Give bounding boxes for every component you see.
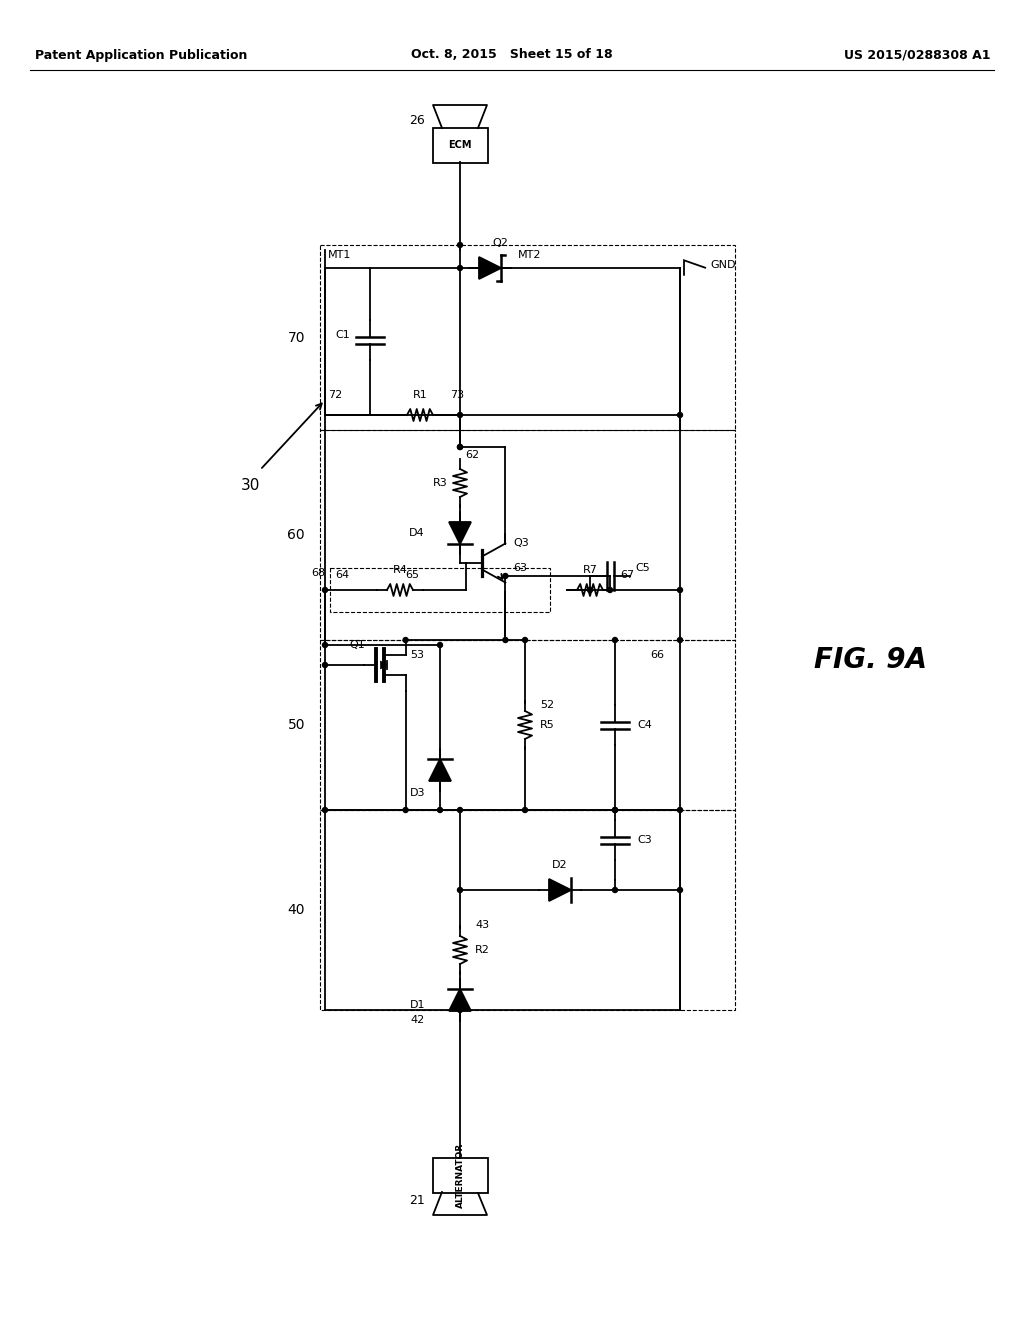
Text: R7: R7 xyxy=(583,565,597,576)
Text: R3: R3 xyxy=(433,478,449,488)
Circle shape xyxy=(522,638,527,643)
Text: MT2: MT2 xyxy=(518,249,542,260)
Text: D4: D4 xyxy=(410,528,425,539)
Bar xyxy=(319,810,735,1010)
Circle shape xyxy=(458,243,463,248)
Text: GND: GND xyxy=(710,260,735,271)
Circle shape xyxy=(458,412,463,417)
Circle shape xyxy=(678,638,683,643)
Text: 64: 64 xyxy=(335,570,349,579)
Text: 60: 60 xyxy=(288,528,305,543)
Circle shape xyxy=(503,638,508,643)
Text: 50: 50 xyxy=(288,718,305,733)
Circle shape xyxy=(437,808,442,813)
Circle shape xyxy=(458,887,463,892)
Text: 63: 63 xyxy=(513,564,527,573)
Text: 26: 26 xyxy=(410,114,425,127)
Text: Oct. 8, 2015   Sheet 15 of 18: Oct. 8, 2015 Sheet 15 of 18 xyxy=(412,49,612,62)
Text: R4: R4 xyxy=(392,565,408,576)
Circle shape xyxy=(323,587,328,593)
Bar xyxy=(330,568,550,612)
Text: 68: 68 xyxy=(311,568,325,578)
Circle shape xyxy=(588,587,593,593)
Polygon shape xyxy=(429,759,451,781)
Text: R5: R5 xyxy=(540,719,555,730)
Bar xyxy=(319,246,735,430)
Circle shape xyxy=(678,587,683,593)
Circle shape xyxy=(612,638,617,643)
Text: Q2: Q2 xyxy=(492,238,508,248)
Text: C3: C3 xyxy=(637,836,651,845)
Text: MT1: MT1 xyxy=(328,249,351,260)
Circle shape xyxy=(612,808,617,813)
Circle shape xyxy=(458,445,463,450)
Text: 67: 67 xyxy=(620,570,634,579)
Circle shape xyxy=(323,663,328,668)
Circle shape xyxy=(323,643,328,648)
Text: ALTERNATOR: ALTERNATOR xyxy=(456,1142,465,1208)
Circle shape xyxy=(678,887,683,892)
Circle shape xyxy=(678,808,683,813)
Polygon shape xyxy=(449,521,471,544)
Text: 42: 42 xyxy=(411,1015,425,1026)
Circle shape xyxy=(458,1007,463,1012)
Text: 66: 66 xyxy=(650,649,664,660)
Text: Q1: Q1 xyxy=(349,640,365,649)
Text: 65: 65 xyxy=(406,570,419,579)
Text: 52: 52 xyxy=(540,700,554,710)
Text: 43: 43 xyxy=(475,920,489,931)
Text: Patent Application Publication: Patent Application Publication xyxy=(35,49,248,62)
Text: C4: C4 xyxy=(637,719,652,730)
Text: 30: 30 xyxy=(241,478,260,492)
Bar xyxy=(319,430,735,640)
Text: 53: 53 xyxy=(411,649,425,660)
Circle shape xyxy=(403,638,409,643)
Polygon shape xyxy=(449,989,471,1011)
Polygon shape xyxy=(479,257,501,279)
Text: R1: R1 xyxy=(413,389,427,400)
Text: 40: 40 xyxy=(288,903,305,917)
Text: 73: 73 xyxy=(450,389,464,400)
Circle shape xyxy=(403,808,409,813)
Bar xyxy=(432,1158,487,1192)
Bar xyxy=(432,128,487,162)
Circle shape xyxy=(612,887,617,892)
Bar xyxy=(319,640,735,810)
Circle shape xyxy=(458,265,463,271)
Circle shape xyxy=(612,808,617,813)
Circle shape xyxy=(503,573,508,578)
Circle shape xyxy=(522,808,527,813)
Circle shape xyxy=(437,643,442,648)
Circle shape xyxy=(458,808,463,813)
Circle shape xyxy=(323,808,328,813)
Text: D1: D1 xyxy=(410,1001,425,1010)
Text: ECM: ECM xyxy=(449,140,472,150)
Text: 21: 21 xyxy=(410,1193,425,1206)
Circle shape xyxy=(607,587,612,593)
Polygon shape xyxy=(549,879,571,902)
Text: C1: C1 xyxy=(335,330,350,341)
Text: Q3: Q3 xyxy=(513,539,528,548)
Circle shape xyxy=(458,445,463,450)
Text: C5: C5 xyxy=(635,564,650,573)
Text: D2: D2 xyxy=(552,861,568,870)
Polygon shape xyxy=(381,661,386,669)
Text: 62: 62 xyxy=(465,450,479,459)
Text: 70: 70 xyxy=(288,330,305,345)
Text: US 2015/0288308 A1: US 2015/0288308 A1 xyxy=(844,49,990,62)
Circle shape xyxy=(678,412,683,417)
Text: R2: R2 xyxy=(475,945,489,954)
Text: 72: 72 xyxy=(328,389,342,400)
Text: FIG. 9A: FIG. 9A xyxy=(813,645,927,675)
Text: D3: D3 xyxy=(410,788,425,799)
